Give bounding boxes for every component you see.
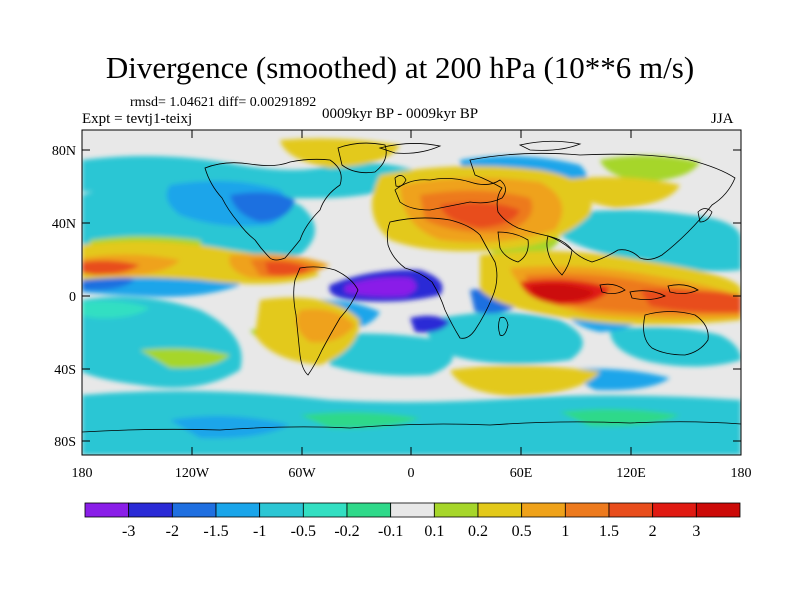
colorbar-swatch bbox=[564, 502, 610, 518]
field-pacific-darkblue bbox=[230, 192, 295, 222]
coastlines bbox=[82, 140, 741, 433]
colorbar-label: -1 bbox=[253, 523, 266, 540]
colorbar-label: -0.2 bbox=[334, 523, 359, 540]
lon-label: 0 bbox=[408, 466, 415, 481]
field-africa-red bbox=[440, 202, 520, 228]
colorbar-label: 0.5 bbox=[512, 523, 532, 540]
colorbar-label: 0.1 bbox=[424, 523, 444, 540]
field-indian-ocean-cyan bbox=[427, 312, 583, 364]
field-asia-yellow bbox=[560, 176, 680, 208]
longitude-labels: 180 120W 60W 0 60E 120E 180 bbox=[72, 466, 752, 481]
lat-label: 40S bbox=[54, 363, 76, 378]
field-antarctic-green bbox=[300, 412, 420, 429]
lon-label: 120E bbox=[616, 466, 646, 481]
coast-europe bbox=[394, 178, 506, 211]
colorbar-label: -1.5 bbox=[203, 523, 228, 540]
colorbar-swatch bbox=[433, 502, 479, 518]
colorbar-swatch bbox=[215, 502, 261, 518]
field-atlantic-purple-core bbox=[345, 277, 417, 297]
colorbar-swatch bbox=[171, 502, 217, 518]
field-south-indian-yellow bbox=[450, 365, 600, 396]
colorbar-label: 2 bbox=[649, 523, 657, 540]
lon-label: 120W bbox=[175, 466, 210, 481]
lat-label: 0 bbox=[69, 290, 76, 305]
coast-africa bbox=[386, 217, 498, 339]
colorbar-swatch bbox=[128, 502, 173, 518]
colorbar-swatch bbox=[302, 502, 348, 518]
colorbar-swatch bbox=[259, 502, 304, 518]
colorbar bbox=[84, 502, 741, 518]
field-north-pacific-yellow bbox=[280, 138, 400, 168]
colorbar-label: -0.5 bbox=[291, 523, 316, 540]
map-title: Divergence (smoothed) at 200 hPa (10**6 … bbox=[105, 50, 695, 85]
lon-label: 180 bbox=[731, 466, 752, 481]
coast-greenland bbox=[337, 142, 387, 174]
coast-arabia bbox=[497, 231, 529, 263]
field-atlantic-south-cyan bbox=[320, 333, 453, 376]
latitude-labels: 80N 40N 0 40S 80S bbox=[52, 144, 76, 450]
coast-uk bbox=[394, 175, 407, 187]
coast-indonesia bbox=[599, 283, 699, 300]
coast-antarctica bbox=[82, 421, 741, 433]
colorbar-label: 0.2 bbox=[468, 523, 488, 540]
colorbar-swatch bbox=[695, 502, 741, 518]
field-north-green bbox=[600, 155, 700, 182]
coast-south-america bbox=[293, 266, 359, 376]
coast-asia bbox=[469, 152, 736, 263]
rmsd-diff-stats: rmsd= 1.04621 diff= 0.00291892 bbox=[130, 95, 317, 110]
colorbar-swatch bbox=[652, 502, 697, 518]
coast-india bbox=[546, 235, 573, 276]
field-southern-ocean-cyan bbox=[82, 391, 741, 455]
lon-label: 60E bbox=[510, 466, 533, 481]
colorbar-labels: -3 -2 -1.5 -1 -0.5 -0.2 -0.1 0.1 0.2 0.5 1 1.5 2 3 bbox=[122, 523, 700, 540]
coast-arctic-islands bbox=[378, 140, 582, 154]
period-label: 0009kyr BP - 0009kyr BP bbox=[322, 106, 479, 122]
field-southern-pacific-blue bbox=[170, 416, 290, 439]
lat-label: 40N bbox=[52, 217, 76, 232]
colorbar-swatch bbox=[346, 502, 392, 518]
field-west-pacific-red bbox=[640, 289, 741, 313]
axis-ticks bbox=[82, 130, 741, 455]
coast-madagascar bbox=[498, 316, 509, 336]
colorbar-label: -3 bbox=[122, 523, 135, 540]
field-south-atlantic-purple bbox=[410, 315, 450, 333]
lon-label: 180 bbox=[72, 466, 93, 481]
field-asia-east-cyan bbox=[560, 210, 741, 272]
colorbar-swatch bbox=[608, 502, 654, 518]
colorbar-swatch bbox=[390, 502, 435, 518]
season-label: JJA bbox=[711, 111, 734, 127]
plot-area bbox=[82, 130, 741, 455]
lat-label: 80N bbox=[52, 144, 76, 159]
colorbar-label: 1 bbox=[561, 523, 569, 540]
colorbar-swatch bbox=[477, 502, 523, 518]
coast-australia bbox=[643, 311, 709, 356]
coast-north-america bbox=[204, 158, 342, 261]
colorbar-label: -2 bbox=[166, 523, 179, 540]
colorbar-label: 3 bbox=[692, 523, 700, 540]
field-indian-red-core bbox=[530, 284, 595, 302]
coast-japan bbox=[697, 208, 713, 223]
lon-label: 60W bbox=[288, 466, 316, 481]
field-pacific-red bbox=[82, 260, 140, 275]
divergence-fields bbox=[82, 138, 741, 455]
lat-label: 80S bbox=[54, 435, 76, 450]
colorbar-label: 1.5 bbox=[599, 523, 619, 540]
field-south-pacific-green bbox=[140, 348, 230, 369]
colorbar-swatch bbox=[521, 502, 566, 518]
experiment-label: Expt = tevtj1-teixj bbox=[82, 111, 193, 127]
field-pacific-green-2 bbox=[82, 300, 150, 319]
colorbar-label: -0.1 bbox=[378, 523, 403, 540]
colorbar-swatch bbox=[84, 502, 130, 518]
